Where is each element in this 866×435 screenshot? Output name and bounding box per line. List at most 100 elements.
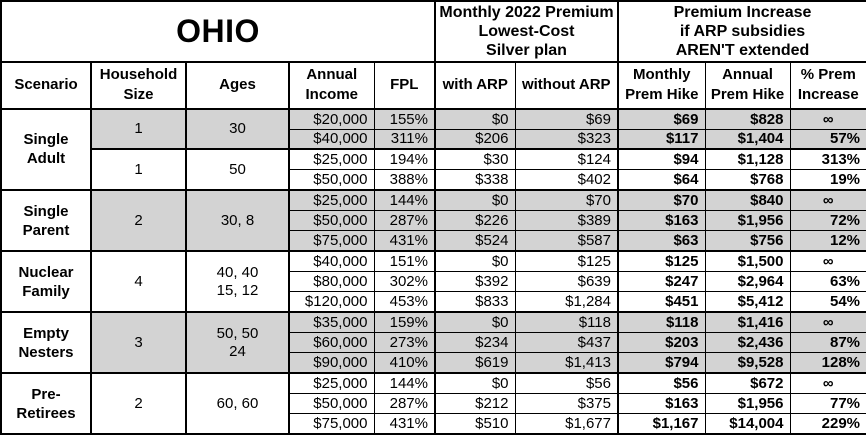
pct-increase-cell: 12% <box>789 230 866 252</box>
monthly-hike-cell: $117 <box>617 128 706 150</box>
monthly-hike-cell: $247 <box>617 270 706 293</box>
income-cell: $50,000 <box>288 169 375 191</box>
pct-increase-cell: 63% <box>789 270 866 293</box>
without-arp-cell: $639 <box>514 270 619 293</box>
ages-cell: 60, 60 <box>185 372 290 435</box>
income-cell: $80,000 <box>288 270 375 293</box>
fpl-cell: 151% <box>373 250 436 272</box>
monthly-hike-cell: $1,167 <box>617 413 706 435</box>
monthly-hike-cell: $451 <box>617 291 706 313</box>
col-header-annual-prem-hike: Annual Prem Hike <box>704 61 791 110</box>
annual-hike-cell: $2,436 <box>704 331 791 354</box>
ages-cell: 50 <box>185 148 290 191</box>
without-arp-cell: $124 <box>514 148 619 171</box>
with-arp-cell: $0 <box>434 189 516 211</box>
income-cell: $75,000 <box>288 230 375 252</box>
with-arp-cell: $338 <box>434 169 516 191</box>
col-header-annual-income: Annual Income <box>288 61 375 110</box>
pct-increase-cell: ∞ <box>789 310 866 333</box>
with-arp-cell: $30 <box>434 148 516 171</box>
income-cell: $35,000 <box>288 310 375 333</box>
income-cell: $90,000 <box>288 352 375 374</box>
pct-increase-cell: 72% <box>789 209 866 232</box>
col-header-monthly-prem-hike: Monthly Prem Hike <box>617 61 706 110</box>
annual-hike-cell: $768 <box>704 169 791 191</box>
monthly-hike-cell: $70 <box>617 189 706 211</box>
fpl-cell: 388% <box>373 169 436 191</box>
without-arp-cell: $323 <box>514 128 619 150</box>
monthly-hike-cell: $118 <box>617 310 706 333</box>
annual-hike-cell: $9,528 <box>704 352 791 374</box>
fpl-cell: 302% <box>373 270 436 293</box>
monthly-hike-cell: $63 <box>617 230 706 252</box>
income-cell: $75,000 <box>288 413 375 435</box>
monthly-hike-cell: $64 <box>617 169 706 191</box>
fpl-cell: 273% <box>373 331 436 354</box>
fpl-cell: 144% <box>373 189 436 211</box>
fpl-cell: 159% <box>373 310 436 333</box>
without-arp-cell: $587 <box>514 230 619 252</box>
scenario-cell: Empty Nesters <box>0 311 92 374</box>
annual-hike-cell: $828 <box>704 107 791 130</box>
without-arp-cell: $118 <box>514 310 619 333</box>
col-header-household-size: Household Size <box>90 61 187 110</box>
ages-cell: 40, 40 15, 12 <box>185 250 290 313</box>
income-cell: $25,000 <box>288 371 375 394</box>
household-size-cell: 1 <box>90 107 187 150</box>
fpl-cell: 287% <box>373 392 436 415</box>
ages-cell: 50, 50 24 <box>185 311 290 374</box>
monthly-hike-cell: $794 <box>617 352 706 374</box>
annual-hike-cell: $5,412 <box>704 291 791 313</box>
without-arp-cell: $375 <box>514 392 619 415</box>
annual-hike-cell: $14,004 <box>704 413 791 435</box>
income-cell: $25,000 <box>288 189 375 211</box>
col-header-pct-prem-increase: % Prem Increase <box>789 61 866 110</box>
income-cell: $120,000 <box>288 291 375 313</box>
with-arp-cell: $206 <box>434 128 516 150</box>
without-arp-cell: $70 <box>514 189 619 211</box>
without-arp-cell: $1,413 <box>514 352 619 374</box>
household-size-cell: 3 <box>90 311 187 374</box>
col-header-scenario: Scenario <box>0 61 92 110</box>
with-arp-cell: $524 <box>434 230 516 252</box>
with-arp-cell: $0 <box>434 107 516 130</box>
monthly-hike-cell: $163 <box>617 209 706 232</box>
income-cell: $20,000 <box>288 107 375 130</box>
annual-hike-cell: $1,404 <box>704 128 791 150</box>
annual-hike-cell: $756 <box>704 230 791 252</box>
with-arp-cell: $510 <box>434 413 516 435</box>
col-header-without-arp: without ARP <box>514 61 619 110</box>
scenario-cell: Nuclear Family <box>0 250 92 313</box>
without-arp-cell: $389 <box>514 209 619 232</box>
fpl-cell: 144% <box>373 371 436 394</box>
col-header-ages: Ages <box>185 61 290 110</box>
fpl-cell: 431% <box>373 230 436 252</box>
pct-increase-cell: 128% <box>789 352 866 374</box>
annual-hike-cell: $1,416 <box>704 310 791 333</box>
annual-hike-cell: $1,956 <box>704 209 791 232</box>
income-cell: $60,000 <box>288 331 375 354</box>
without-arp-cell: $437 <box>514 331 619 354</box>
income-cell: $50,000 <box>288 392 375 415</box>
monthly-hike-cell: $94 <box>617 148 706 171</box>
pct-increase-cell: 313% <box>789 148 866 171</box>
without-arp-cell: $125 <box>514 250 619 272</box>
household-size-cell: 1 <box>90 148 187 191</box>
increase-group-header: Premium Increase if ARP subsidies AREN'T… <box>617 0 866 63</box>
fpl-cell: 431% <box>373 413 436 435</box>
scenario-cell: Single Parent <box>0 189 92 252</box>
ages-cell: 30, 8 <box>185 189 290 252</box>
household-size-cell: 2 <box>90 189 187 252</box>
monthly-hike-cell: $56 <box>617 371 706 394</box>
fpl-cell: 155% <box>373 107 436 130</box>
without-arp-cell: $56 <box>514 371 619 394</box>
pct-increase-cell: ∞ <box>789 107 866 130</box>
annual-hike-cell: $1,128 <box>704 148 791 171</box>
pct-increase-cell: ∞ <box>789 250 866 272</box>
household-size-cell: 4 <box>90 250 187 313</box>
household-size-cell: 2 <box>90 372 187 435</box>
with-arp-cell: $619 <box>434 352 516 374</box>
fpl-cell: 311% <box>373 128 436 150</box>
